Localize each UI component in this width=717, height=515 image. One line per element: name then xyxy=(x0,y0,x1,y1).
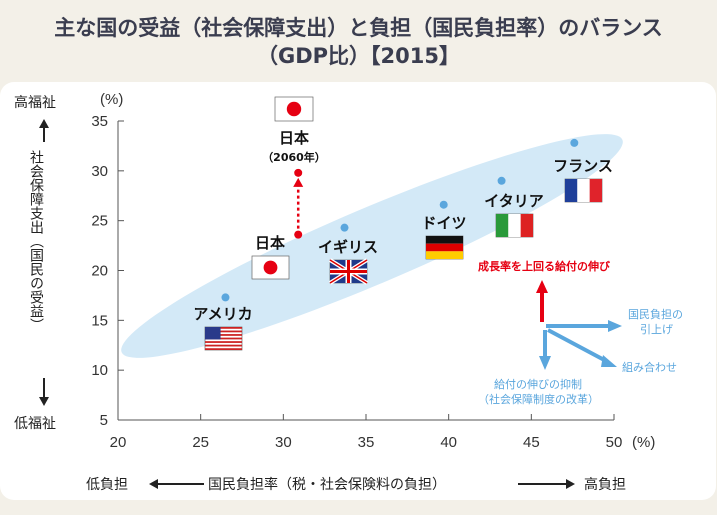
y-tick-label: 5 xyxy=(100,412,108,429)
legend-arrow-diag xyxy=(547,328,609,364)
flag-us-icon xyxy=(204,326,243,351)
flag-jp-icon xyxy=(274,96,314,122)
y-label-top: 高福祉 xyxy=(14,94,56,111)
flag-stripe xyxy=(205,348,242,350)
data-point xyxy=(497,176,506,185)
projection-label: 日本 xyxy=(279,129,309,147)
country-label: イギリス xyxy=(318,238,378,256)
x-tick-label: 45 xyxy=(523,434,540,451)
flag-stripe xyxy=(205,344,242,347)
data-point xyxy=(221,293,230,302)
flag-stripe xyxy=(520,214,533,237)
legend-right-label-2: 引上げ xyxy=(640,322,673,336)
x-label: 国民負担率（税・社会保険料の負担） xyxy=(208,476,446,493)
y-tick-label: 10 xyxy=(91,362,108,379)
flag-stripe xyxy=(205,330,242,333)
x-tick-label: 25 xyxy=(192,434,209,451)
legend-arrow-diag-head xyxy=(601,355,617,367)
projection-arrow-head xyxy=(293,177,304,187)
x-unit: (%) xyxy=(632,434,655,451)
flag-stripe xyxy=(205,341,242,343)
country-label: フランス xyxy=(553,157,613,175)
legend-down-label-2: （社会保障制度の改革） xyxy=(478,392,599,406)
data-point xyxy=(340,223,349,232)
title-line-1: 主な国の受益（社会保障支出）と負担（国民負担率）のバランス xyxy=(54,16,663,40)
y-tick-label: 35 xyxy=(91,113,108,130)
x-tick-label: 40 xyxy=(440,434,457,451)
legend-down-label-1: 給付の伸びの抑制 xyxy=(494,377,582,391)
country-label: イタリア xyxy=(484,192,543,210)
flag-stripe xyxy=(426,236,463,244)
y-tick-label: 30 xyxy=(91,163,108,180)
country-label: ドイツ xyxy=(421,214,466,232)
flag-stripe xyxy=(577,179,590,202)
legend-diag-label: 組み合わせ xyxy=(622,360,677,374)
country-label: 日本 xyxy=(255,234,285,252)
y-label-bottom: 低福祉 xyxy=(14,416,56,432)
flag-stripe xyxy=(205,337,242,340)
y-unit: (%) xyxy=(100,91,123,108)
data-point xyxy=(294,230,303,239)
data-point xyxy=(570,138,579,147)
flag-stripe xyxy=(565,179,578,202)
flag-stripe xyxy=(426,243,463,252)
y-label: 社会保障支出（国民の受益） xyxy=(28,150,44,332)
chart-title: 主な国の受益（社会保障支出）と負担（国民負担率）のバランス （GDP比）【201… xyxy=(0,14,717,70)
flag-de-icon xyxy=(425,235,464,260)
y-tick-label: 15 xyxy=(91,312,108,329)
flag-disc xyxy=(263,260,278,275)
flag-disc xyxy=(286,101,302,117)
x-tick-label: 50 xyxy=(606,434,623,451)
data-point xyxy=(439,200,448,209)
flag-stripe xyxy=(589,179,602,202)
flag-jp-icon xyxy=(251,255,290,280)
flag-cross-red xyxy=(330,260,367,283)
x-label-right: 高負担 xyxy=(584,476,626,493)
x-tick-label: 30 xyxy=(275,434,292,451)
legend-up-label: 成長率を上回る給付の伸び xyxy=(478,259,611,273)
trend-band xyxy=(121,134,623,358)
legend-arrow-up-head xyxy=(536,280,548,293)
x-tick-label: 35 xyxy=(358,434,375,451)
title-line-2: （GDP比）【2015】 xyxy=(256,44,460,68)
legend-arrow-right-head xyxy=(608,320,622,332)
legend-arrow-down-head xyxy=(539,356,551,370)
flag-stripe xyxy=(508,214,521,237)
y-tick-label: 25 xyxy=(91,213,108,230)
flag-stripe xyxy=(426,251,463,259)
x-arrow-left-head xyxy=(149,479,158,489)
y-arrow-up-head xyxy=(39,119,49,128)
data-point-projection xyxy=(294,168,303,177)
flag-uk-icon xyxy=(328,258,369,285)
x-arrow-right-head xyxy=(566,479,575,489)
flag-fr-icon xyxy=(564,178,603,203)
country-label: アメリカ xyxy=(193,305,252,323)
flag-it-icon xyxy=(495,213,534,238)
flag-canton xyxy=(205,327,221,340)
projection-sublabel: （2060年） xyxy=(262,150,326,164)
legend-right-label-1: 国民負担の xyxy=(628,307,683,321)
x-label-left: 低負担 xyxy=(86,477,128,493)
flag-stripe xyxy=(205,327,242,329)
x-tick-label: 20 xyxy=(110,434,127,451)
flag-stripe xyxy=(496,214,509,237)
flag-stripe xyxy=(205,334,242,336)
y-arrow-down-head xyxy=(39,397,49,406)
y-tick-label: 20 xyxy=(91,263,108,280)
